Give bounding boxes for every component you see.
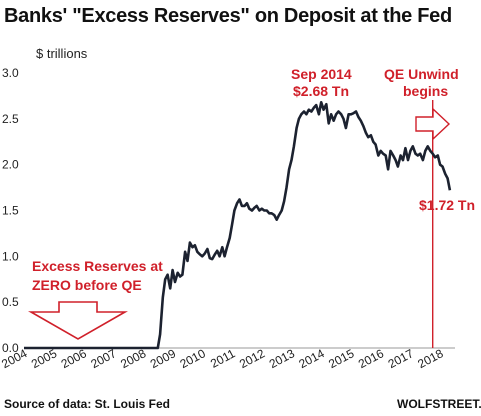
zero-annotation-line1: Excess Reserves at xyxy=(32,258,163,274)
y-tick-label: 0.0 xyxy=(2,341,19,355)
y-tick-label: 2.5 xyxy=(2,112,19,126)
x-tick-label: 2006 xyxy=(59,346,89,371)
source-note: Source of data: St. Louis Fed xyxy=(4,397,170,411)
series-line xyxy=(24,101,452,350)
qe-unwind-arrow-icon xyxy=(415,107,451,141)
peak-annotation-date: Sep 2014 xyxy=(291,66,352,82)
y-tick-labels: 0.0 0.5 1.0 1.5 2.0 2.5 3.0 xyxy=(2,66,19,355)
y-tick-label: 1.5 xyxy=(2,204,19,218)
end-value-annotation: $1.72 Tn xyxy=(419,197,475,213)
peak-annotation-value: $2.68 Tn xyxy=(293,83,349,99)
x-tick-label: 2014 xyxy=(296,346,326,371)
x-tick-label: 2012 xyxy=(237,346,267,371)
qe-unwind-annotation: QE Unwind xyxy=(384,66,459,82)
x-tick-label: 2013 xyxy=(267,346,297,371)
y-tick-label: 3.0 xyxy=(2,66,19,80)
zero-down-arrow-icon xyxy=(28,301,128,340)
x-tick-labels: 2004 2005 2006 2007 2008 2009 2010 2011 2012 2013… xyxy=(0,346,446,371)
x-tick-label: 2008 xyxy=(118,346,148,371)
brand-label: WOLFSTREET.com xyxy=(397,397,481,411)
x-tick-label: 2017 xyxy=(386,346,416,371)
zero-annotation-line2: ZERO before QE xyxy=(32,277,142,293)
x-tick-label: 2016 xyxy=(356,346,386,371)
x-tick-label: 2005 xyxy=(29,346,59,371)
y-axis-label: $ trillions xyxy=(36,46,88,61)
x-tick-label: 2015 xyxy=(326,346,356,371)
y-tick-label: 1.0 xyxy=(2,249,19,263)
qe-unwind-annotation-begins: begins xyxy=(403,83,448,99)
x-tick-label: 2007 xyxy=(88,346,118,371)
y-tick-label: 2.0 xyxy=(2,158,19,172)
y-tick-label: 0.5 xyxy=(2,295,19,309)
x-tick-label: 2018 xyxy=(415,346,445,371)
x-tick-label: 2010 xyxy=(178,346,208,371)
x-tick-label: 2009 xyxy=(148,346,178,371)
chart-title: Banks' "Excess Reserves" on Deposit at t… xyxy=(4,5,452,27)
x-tick-label: 2011 xyxy=(208,346,238,371)
